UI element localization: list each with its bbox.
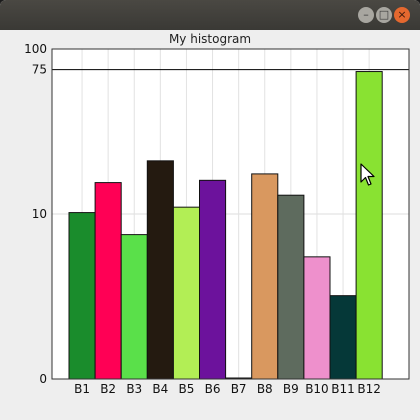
chart-title: My histogram: [169, 32, 251, 46]
plot-border: [51, 48, 410, 380]
bar-b1: [68, 212, 96, 380]
x-tick-label: B5: [179, 382, 195, 396]
chart-panel: My histogram 0 10 75 100 B1 B2 B3 B4 B5 B6 B7 B8 B9…: [0, 30, 420, 420]
title-bar[interactable]: – □ ×: [0, 0, 420, 30]
mouse-pointer-icon: [360, 163, 375, 186]
x-tick-label: B4: [152, 382, 168, 396]
y-tick-label: 0: [39, 372, 47, 386]
minimize-button[interactable]: –: [358, 7, 374, 23]
bar-b12: [355, 71, 383, 380]
x-tick-label: B7: [231, 382, 247, 396]
x-tick-label: B11: [331, 382, 355, 396]
bar-b10: [303, 256, 331, 380]
bar-b3: [120, 234, 148, 380]
bars: [68, 71, 383, 380]
x-tick-label: B3: [126, 382, 142, 396]
histogram-chart: My histogram 0 10 75 100 B1 B2 B3 B4 B5 B6 B7 B8 B9…: [24, 32, 410, 396]
y-tick-label: 100: [24, 42, 47, 56]
y-tick-label: 10: [32, 207, 47, 221]
x-tick-label: B1: [74, 382, 90, 396]
bar-b5: [172, 206, 200, 380]
bar-b2: [94, 182, 122, 380]
x-tick-label: B9: [283, 382, 299, 396]
x-tick-label: B6: [205, 382, 221, 396]
x-tick-label: B2: [100, 382, 116, 396]
close-icon: ×: [397, 8, 407, 21]
y-axis: 0 10 75 100: [24, 42, 47, 386]
x-tick-label: B8: [257, 382, 273, 396]
maximize-button[interactable]: □: [376, 7, 392, 23]
x-tick-label: B10: [305, 382, 329, 396]
bar-b6: [199, 179, 227, 380]
y-tick-label: 75: [32, 63, 47, 77]
x-tick-label: B12: [357, 382, 381, 396]
bar-b4: [146, 160, 174, 380]
minimize-icon: –: [363, 8, 369, 21]
bar-b11: [329, 295, 357, 380]
x-axis: B1 B2 B3 B4 B5 B6 B7 B8 B9 B10 B11 B12: [74, 382, 381, 396]
close-button[interactable]: ×: [394, 7, 410, 23]
bar-b9: [277, 194, 305, 380]
bar-b8: [251, 173, 279, 380]
maximize-icon: □: [378, 8, 390, 21]
